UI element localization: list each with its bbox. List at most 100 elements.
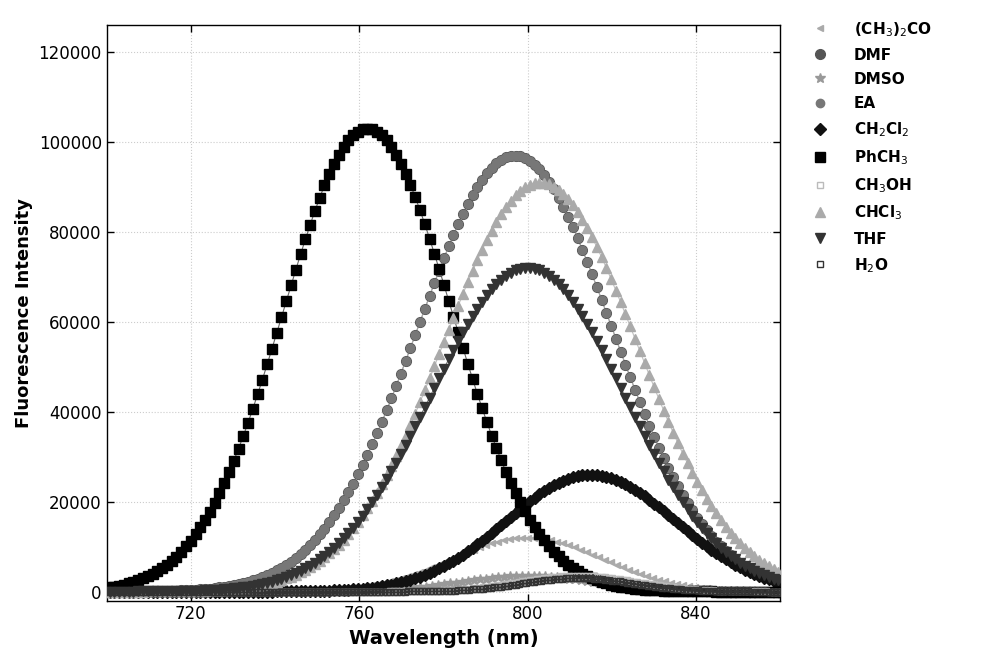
CHCl$_3$ xyxy=(672,440,684,448)
CH$_2$Cl$_2$ xyxy=(791,582,803,590)
EA xyxy=(672,482,684,490)
H$_2$O xyxy=(571,574,583,582)
H$_2$O xyxy=(793,587,805,595)
Line: H$_2$O: H$_2$O xyxy=(82,575,802,595)
CH$_2$Cl$_2$ xyxy=(586,471,598,479)
DMSO xyxy=(647,585,659,593)
H$_2$O xyxy=(760,587,772,595)
CH$_2$Cl$_2$ xyxy=(481,533,493,541)
(CH$_3$)$_2$CO xyxy=(229,587,241,595)
DMSO xyxy=(575,576,587,584)
CH$_3$OH xyxy=(123,587,135,595)
DMSO xyxy=(790,587,802,595)
EA xyxy=(510,152,522,160)
THF xyxy=(361,505,373,513)
CH$_3$OH xyxy=(108,587,120,595)
CH$_3$OH xyxy=(735,587,747,595)
X-axis label: Wavelength (nm): Wavelength (nm) xyxy=(349,629,538,648)
CH$_3$OH xyxy=(212,587,224,595)
PhCH$_3$ xyxy=(791,587,803,595)
Line: DMF: DMF xyxy=(81,151,802,597)
CHCl$_3$ xyxy=(314,557,326,565)
THF xyxy=(576,312,588,320)
CH$_2$Cl$_2$ xyxy=(314,587,326,595)
THF xyxy=(314,556,326,564)
THF xyxy=(791,581,803,589)
H$_2$O xyxy=(735,587,747,595)
CH$_2$Cl$_2$ xyxy=(672,519,684,527)
DMSO xyxy=(229,587,241,595)
CHCl$_3$ xyxy=(481,236,493,244)
EA xyxy=(452,220,464,228)
CH$_3$OH xyxy=(270,587,282,595)
CHCl$_3$ xyxy=(80,587,92,595)
Line: CH$_2$Cl$_2$: CH$_2$Cl$_2$ xyxy=(81,471,802,596)
Line: CH$_3$OH: CH$_3$OH xyxy=(82,572,802,595)
DMF xyxy=(314,530,326,538)
CHCl$_3$ xyxy=(452,302,464,310)
PhCH$_3$ xyxy=(80,586,92,594)
CH$_2$Cl$_2$ xyxy=(361,584,373,592)
CH$_2$Cl$_2$ xyxy=(572,472,584,480)
CH$_3$OH xyxy=(571,572,583,580)
(CH$_3$)$_2$CO xyxy=(522,534,534,542)
CHCl$_3$ xyxy=(361,505,373,512)
Line: EA: EA xyxy=(81,151,802,596)
EA xyxy=(576,246,588,254)
THF xyxy=(452,337,464,345)
(CH$_3$)$_2$CO xyxy=(474,544,486,552)
THF xyxy=(481,291,493,299)
Line: (CH$_3$)$_2$CO: (CH$_3$)$_2$CO xyxy=(82,534,800,595)
Line: PhCH$_3$: PhCH$_3$ xyxy=(81,124,802,597)
H$_2$O xyxy=(270,587,282,595)
DMF xyxy=(452,220,464,228)
H$_2$O xyxy=(108,587,120,595)
THF xyxy=(519,264,531,272)
PhCH$_3$ xyxy=(361,125,373,133)
CHCl$_3$ xyxy=(791,575,803,583)
Line: CHCl$_3$: CHCl$_3$ xyxy=(81,178,802,597)
DMSO xyxy=(474,575,486,583)
(CH$_3$)$_2$CO xyxy=(80,587,92,595)
CH$_3$OH xyxy=(793,587,805,595)
EA xyxy=(314,530,326,538)
H$_2$O xyxy=(123,587,135,595)
PhCH$_3$ xyxy=(576,570,588,577)
THF xyxy=(672,491,684,499)
(CH$_3$)$_2$CO xyxy=(271,587,283,595)
EA xyxy=(361,451,373,459)
H$_2$O xyxy=(212,587,224,595)
PhCH$_3$ xyxy=(366,125,378,133)
(CH$_3$)$_2$CO xyxy=(790,587,802,595)
DMF xyxy=(576,246,588,254)
(CH$_3$)$_2$CO xyxy=(575,546,587,554)
Y-axis label: Fluorescence Intensity: Fluorescence Intensity xyxy=(15,198,33,428)
Line: DMSO: DMSO xyxy=(81,571,801,597)
DMF xyxy=(510,152,522,160)
CH$_3$OH xyxy=(760,587,772,595)
CH$_2$Cl$_2$ xyxy=(80,587,92,595)
THF xyxy=(80,587,92,595)
PhCH$_3$ xyxy=(486,432,498,440)
(CH$_3$)$_2$CO xyxy=(647,574,659,582)
(CH$_3$)$_2$CO xyxy=(772,587,784,595)
DMSO xyxy=(271,587,283,595)
CH$_3$OH xyxy=(80,587,92,595)
PhCH$_3$ xyxy=(672,587,684,595)
Legend: (CH$_3$)$_2$CO, DMF, DMSO, EA, CH$_2$Cl$_2$, PhCH$_3$, CH$_3$OH, CHCl$_3$, THF, : (CH$_3$)$_2$CO, DMF, DMSO, EA, CH$_2$Cl$… xyxy=(787,14,938,280)
PhCH$_3$ xyxy=(457,344,469,352)
CHCl$_3$ xyxy=(576,216,588,224)
EA xyxy=(791,581,803,589)
DMF xyxy=(791,581,803,589)
DMF xyxy=(672,482,684,490)
CH$_2$Cl$_2$ xyxy=(452,554,464,562)
EA xyxy=(80,587,92,595)
Line: THF: THF xyxy=(81,263,802,597)
DMSO xyxy=(80,587,92,595)
DMF xyxy=(80,587,92,595)
H$_2$O xyxy=(80,587,92,595)
DMF xyxy=(481,169,493,177)
DMSO xyxy=(772,587,784,595)
PhCH$_3$ xyxy=(314,194,326,202)
DMSO xyxy=(522,572,534,580)
